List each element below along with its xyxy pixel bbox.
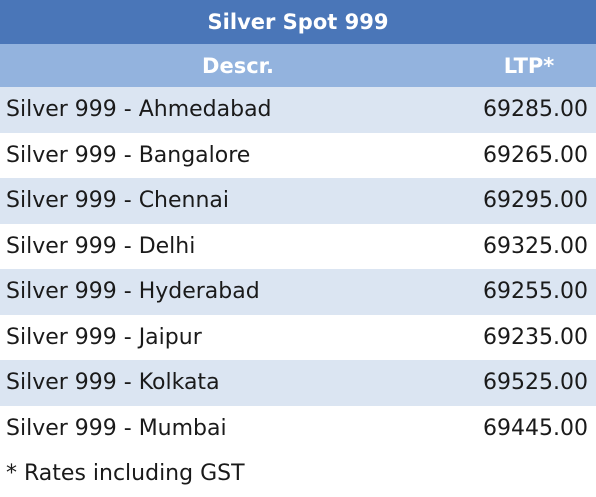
ltp-cell: 69255.00 — [483, 279, 588, 305]
table-row: Silver 999 - Mumbai 69445.00 — [0, 405, 596, 451]
header-row: Descr. LTP* — [0, 44, 596, 87]
description-cell: Silver 999 - Mumbai — [6, 415, 227, 441]
description-cell: Silver 999 - Hyderabad — [6, 279, 260, 305]
ltp-cell: 69295.00 — [483, 188, 588, 214]
description-cell: Silver 999 - Bangalore — [6, 142, 251, 168]
ltp-cell: 69445.00 — [483, 415, 588, 441]
table-row: Silver 999 - Delhi 69325.00 — [0, 223, 596, 269]
ltp-cell: 69325.00 — [483, 233, 588, 259]
table-title: Silver Spot 999 — [0, 0, 596, 44]
ltp-cell: 69285.00 — [483, 97, 588, 123]
table-row: Silver 999 - Jaipur 69235.00 — [0, 314, 596, 360]
table-row: Silver 999 - Ahmedabad 69285.00 — [0, 87, 596, 133]
description-cell: Silver 999 - Delhi — [6, 233, 196, 259]
table-row: Silver 999 - Kolkata 69525.00 — [0, 360, 596, 406]
table-row: Silver 999 - Chennai 69295.00 — [0, 178, 596, 224]
table-row: Silver 999 - Bangalore 69265.00 — [0, 132, 596, 178]
description-cell: Silver 999 - Chennai — [6, 188, 230, 214]
description-cell: Silver 999 - Kolkata — [6, 370, 220, 396]
table-row: Silver 999 - Hyderabad 69255.00 — [0, 269, 596, 315]
header-cell: LTP* — [503, 53, 555, 78]
description-cell: Silver 999 - Jaipur — [6, 324, 202, 350]
ltp-cell: 69525.00 — [483, 370, 588, 396]
description-cell: Silver 999 - Ahmedabad — [6, 97, 272, 123]
footnote: * Rates including GST — [6, 461, 245, 487]
ltp-cell: 69265.00 — [483, 142, 588, 168]
ltp-cell: 69235.00 — [483, 324, 588, 350]
table-body: Silver 999 - Ahmedabad 69285.00 Silver 999… — [0, 87, 596, 451]
header-cell: Descr. — [202, 53, 274, 78]
